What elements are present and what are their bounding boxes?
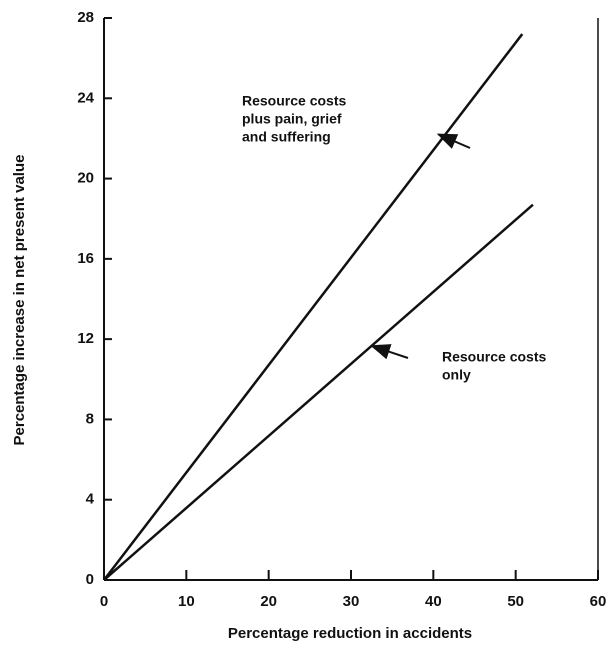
y-tick-label: 8 — [86, 410, 94, 427]
x-tick-label: 10 — [178, 593, 195, 610]
annotation: plus pain, grief — [242, 111, 342, 127]
x-axis-label: Percentage reduction in accidents — [228, 625, 472, 642]
annotation: and suffering — [242, 129, 331, 145]
x-tick-label: 0 — [100, 593, 108, 610]
x-tick-label: 40 — [425, 593, 442, 610]
y-tick-label: 0 — [86, 571, 94, 588]
y-tick-label: 28 — [77, 9, 94, 26]
y-tick-label: 16 — [77, 250, 94, 267]
y-tick-label: 4 — [86, 491, 95, 508]
arrow — [436, 133, 471, 149]
line — [103, 33, 524, 581]
x-tick-label: 60 — [590, 593, 607, 610]
annotation: Resource costs — [442, 349, 546, 365]
annotation: only — [442, 367, 471, 383]
x-tick-label: 20 — [260, 593, 277, 610]
annotation: Resource costs — [242, 93, 346, 109]
y-tick-label: 20 — [77, 170, 94, 187]
x-tick-label: 50 — [507, 593, 524, 610]
y-axis-label: Percentage increase in net present value — [11, 155, 28, 446]
arrow — [370, 344, 409, 360]
line — [103, 203, 534, 581]
x-tick-label: 30 — [343, 593, 360, 610]
y-tick-label: 24 — [77, 89, 94, 106]
y-tick-label: 12 — [77, 330, 94, 347]
